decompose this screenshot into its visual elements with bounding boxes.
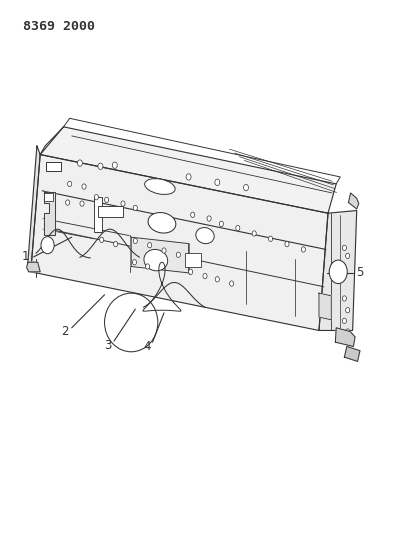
Ellipse shape xyxy=(144,179,175,195)
Circle shape xyxy=(235,225,239,231)
Circle shape xyxy=(252,231,256,236)
Ellipse shape xyxy=(144,249,167,271)
Bar xyxy=(94,197,101,232)
Polygon shape xyxy=(28,146,40,272)
Polygon shape xyxy=(44,192,55,235)
Circle shape xyxy=(65,200,70,205)
Circle shape xyxy=(301,247,305,252)
Circle shape xyxy=(94,195,98,200)
Circle shape xyxy=(202,273,207,279)
Circle shape xyxy=(132,260,136,265)
Text: 1: 1 xyxy=(22,251,29,263)
Polygon shape xyxy=(344,346,359,361)
Circle shape xyxy=(82,184,86,189)
Circle shape xyxy=(219,221,223,227)
Text: 4: 4 xyxy=(143,340,150,353)
Circle shape xyxy=(112,162,117,168)
Circle shape xyxy=(162,248,166,253)
Circle shape xyxy=(214,179,219,185)
Circle shape xyxy=(342,245,346,251)
Text: 8369 2000: 8369 2000 xyxy=(22,20,94,33)
Circle shape xyxy=(284,241,288,247)
Polygon shape xyxy=(40,127,335,213)
Circle shape xyxy=(190,212,194,217)
Circle shape xyxy=(176,252,180,257)
Circle shape xyxy=(345,308,349,313)
Circle shape xyxy=(145,264,149,269)
Circle shape xyxy=(99,237,103,243)
Circle shape xyxy=(342,318,346,324)
Circle shape xyxy=(268,236,272,241)
Bar xyxy=(98,206,123,217)
Circle shape xyxy=(345,329,349,334)
Circle shape xyxy=(328,260,346,284)
Circle shape xyxy=(80,201,84,206)
Circle shape xyxy=(186,174,191,180)
Ellipse shape xyxy=(196,228,213,244)
Circle shape xyxy=(104,197,108,203)
Circle shape xyxy=(229,281,233,286)
Polygon shape xyxy=(335,328,354,346)
Circle shape xyxy=(121,201,125,206)
Text: 3: 3 xyxy=(103,339,111,352)
Circle shape xyxy=(98,163,103,169)
Polygon shape xyxy=(27,262,40,272)
Circle shape xyxy=(77,160,82,166)
Circle shape xyxy=(133,238,137,244)
Bar xyxy=(46,162,61,171)
Circle shape xyxy=(113,241,117,247)
Circle shape xyxy=(133,205,137,211)
Circle shape xyxy=(342,296,346,301)
Polygon shape xyxy=(31,155,327,330)
Polygon shape xyxy=(318,211,356,330)
Ellipse shape xyxy=(148,213,175,233)
Circle shape xyxy=(147,243,151,248)
Text: 2: 2 xyxy=(61,325,68,338)
Polygon shape xyxy=(318,293,330,320)
Circle shape xyxy=(188,269,192,274)
Circle shape xyxy=(243,184,248,191)
Circle shape xyxy=(345,253,349,259)
Circle shape xyxy=(215,277,219,282)
Text: 5: 5 xyxy=(355,266,363,279)
Circle shape xyxy=(41,237,54,254)
Bar xyxy=(44,193,53,201)
Circle shape xyxy=(67,181,72,187)
Circle shape xyxy=(207,216,211,221)
Polygon shape xyxy=(348,193,358,209)
Bar xyxy=(185,253,200,266)
Polygon shape xyxy=(131,237,188,273)
